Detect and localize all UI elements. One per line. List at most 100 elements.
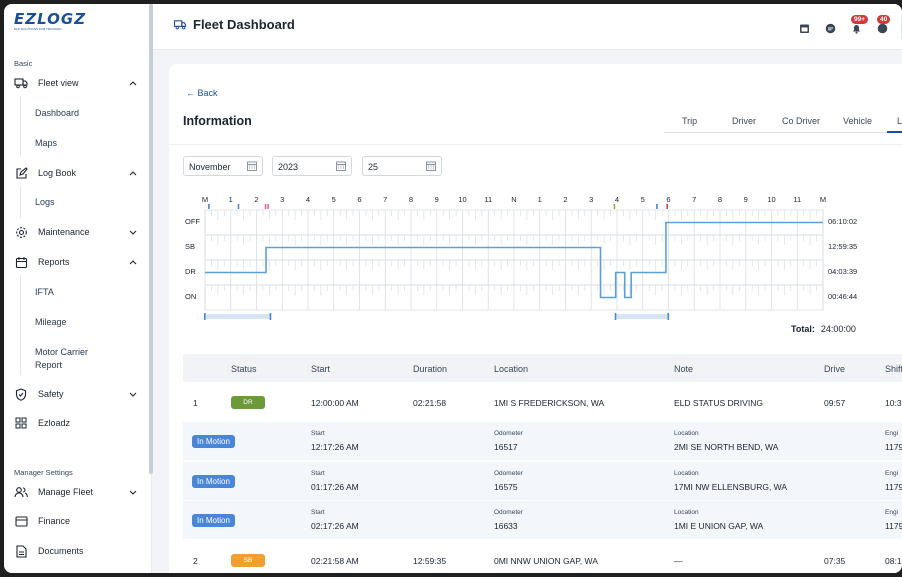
day-select[interactable]: 25 — [362, 156, 442, 176]
motion-period-bar — [615, 314, 669, 319]
sidebar-item-ifta[interactable]: IFTA — [35, 287, 54, 297]
sidebar-item-dashboard[interactable]: Dashboard — [35, 108, 80, 118]
back-link[interactable]: ← Back — [186, 88, 218, 98]
tab-co-driver[interactable]: Co Driver — [782, 116, 821, 126]
hour-tick-label: 9 — [435, 195, 439, 204]
notification-badge: 99+ — [851, 15, 869, 24]
hour-tick-label: 3 — [280, 195, 284, 204]
sidebar-item-fleet-view[interactable]: Fleet view — [14, 74, 138, 92]
calendar-icon — [336, 161, 346, 173]
eld-log-chart: M 1 2 3 4 5 6 7 8 9 10 11 N 1 2 3 4 5 6 7 8 9 10 11 M OFF 06:10:02… — [185, 195, 857, 320]
sidebar-item-label: Safety — [38, 389, 64, 399]
month-select[interactable]: November — [183, 156, 263, 176]
status-row-label: SB — [185, 242, 195, 251]
chevron-up-icon — [128, 168, 138, 178]
year-select[interactable]: 2023 — [272, 156, 352, 176]
section-manager-settings: Manager Settings — [14, 468, 73, 477]
list-item[interactable]: In Motion Start 12:17:26 AM Odometer 165… — [183, 422, 902, 460]
sidebar-item-maintenance[interactable]: Maintenance — [14, 223, 138, 241]
active-tab-indicator — [887, 131, 902, 133]
th-note: Note — [674, 364, 694, 374]
chevron-up-icon — [128, 78, 138, 88]
event-marker — [237, 204, 240, 209]
motion-start-label: Start — [311, 430, 325, 437]
list-item[interactable]: In Motion Start 01:17:26 AM Odometer 165… — [183, 462, 902, 500]
table-row[interactable]: 1 DR 12:00:00 AM 02:21:58 1MI S FREDERIC… — [183, 384, 902, 420]
message-badge: 40 — [877, 15, 891, 24]
motion-badge: In Motion — [192, 435, 235, 448]
th-drive: Drive — [824, 364, 846, 374]
sidebar-item-label: Documents — [38, 546, 84, 556]
tab-vehicle[interactable]: Vehicle — [843, 116, 873, 126]
motion-period-start — [614, 313, 617, 320]
sidebar-item-safety[interactable]: Safety — [14, 385, 138, 403]
logo-word: EZLOGZ — [14, 10, 87, 28]
chat-icon[interactable] — [823, 21, 837, 35]
document-icon — [14, 544, 28, 558]
motion-engine: 1179 — [885, 442, 902, 452]
row-number: 2 — [193, 556, 198, 566]
chevron-up-icon — [128, 257, 138, 267]
status-row-label: DR — [185, 267, 196, 276]
hour-tick-label: 2 — [563, 195, 567, 204]
event-marker — [267, 204, 269, 209]
status-badge: DR — [231, 396, 265, 409]
sidebar-item-maps[interactable]: Maps — [35, 138, 58, 148]
message-icon[interactable]: 40 — [875, 15, 891, 35]
sidebar-item-documents[interactable]: Documents — [14, 542, 138, 560]
sidebar-item-mileage[interactable]: Mileage — [35, 317, 67, 327]
sidebar-item-log-book[interactable]: Log Book — [14, 164, 138, 182]
event-marker — [208, 204, 210, 209]
motion-engine-label: Engi — [885, 430, 899, 437]
calendar-icon — [247, 161, 257, 173]
gear-icon — [14, 225, 28, 239]
logo[interactable]: EZLOGZ ELD SOLUTIONS FOR TRUCKING — [14, 10, 92, 36]
page-title: Fleet Dashboard — [173, 17, 295, 32]
sidebar-item-manage-fleet[interactable]: Manage Fleet — [14, 483, 138, 501]
status-badge: SB — [231, 554, 265, 567]
calendar-icon — [426, 161, 436, 173]
cell-drive: 07:35 — [824, 556, 846, 566]
sidebar-item-label: Report — [35, 360, 63, 370]
motion-location: 2MI SE NORTH BEND, WA — [674, 442, 779, 452]
divider — [169, 144, 902, 145]
cell-location: 0MI NNW UNION GAP, WA — [494, 556, 598, 566]
total-label: Total: — [791, 324, 815, 334]
list-item[interactable]: In Motion Start 02:17:26 AM Odometer 166… — [183, 501, 902, 539]
tab-driver[interactable]: Driver — [732, 116, 756, 126]
sidebar-item-ezloadz[interactable]: Ezloadz — [14, 414, 138, 432]
motion-odometer-label: Odometer — [494, 430, 523, 437]
table-row[interactable]: 2 SB 02:21:58 AM 12:59:35 0MI NNW UNION … — [183, 544, 902, 573]
sidebar-item-label: Ezloadz — [38, 418, 71, 428]
motion-start: 02:17:26 AM — [311, 521, 359, 531]
hour-tick-label: 4 — [615, 195, 619, 204]
bell-icon[interactable]: 99+ — [849, 15, 869, 35]
edit-icon — [14, 166, 28, 180]
header-actions: 99+ 40 — [797, 15, 902, 39]
hour-tick-label: 10 — [458, 195, 466, 204]
status-total: 06:10:02 — [828, 217, 857, 226]
sidebar-item-reports[interactable]: Reports — [14, 253, 138, 271]
sidebar-scrollbar[interactable] — [149, 4, 153, 474]
motion-start-label: Start — [311, 470, 325, 477]
cell-location: 1MI S FREDERICKSON, WA — [494, 398, 605, 408]
sidebar-item-logs[interactable]: Logs — [35, 197, 55, 207]
tab-trip[interactable]: Trip — [682, 116, 698, 126]
app-frame: EZLOGZ ELD SOLUTIONS FOR TRUCKING Basic … — [4, 4, 902, 573]
status-row-label: ON — [185, 292, 196, 301]
hour-tick-label: 3 — [589, 195, 593, 204]
section-basic: Basic — [14, 59, 33, 68]
motion-odometer-label: Odometer — [494, 509, 523, 516]
calendar-icon[interactable] — [797, 21, 811, 35]
hour-tick-label: M — [820, 195, 826, 204]
motion-start: 01:17:26 AM — [311, 482, 359, 492]
tab-logs[interactable]: Lo — [897, 116, 902, 126]
hour-tick-label: N — [511, 195, 516, 204]
page-title-text: Fleet Dashboard — [193, 17, 295, 32]
total: Total: 24:00:00 — [791, 324, 856, 334]
sidebar-item-finance[interactable]: Finance — [14, 512, 138, 530]
row-number: 1 — [193, 398, 198, 408]
sidebar-item-motor-carrier[interactable]: Motor Carrier Report — [35, 347, 88, 370]
th-shift: Shift — [885, 364, 902, 374]
sidebar-item-label: Fleet view — [38, 78, 79, 88]
